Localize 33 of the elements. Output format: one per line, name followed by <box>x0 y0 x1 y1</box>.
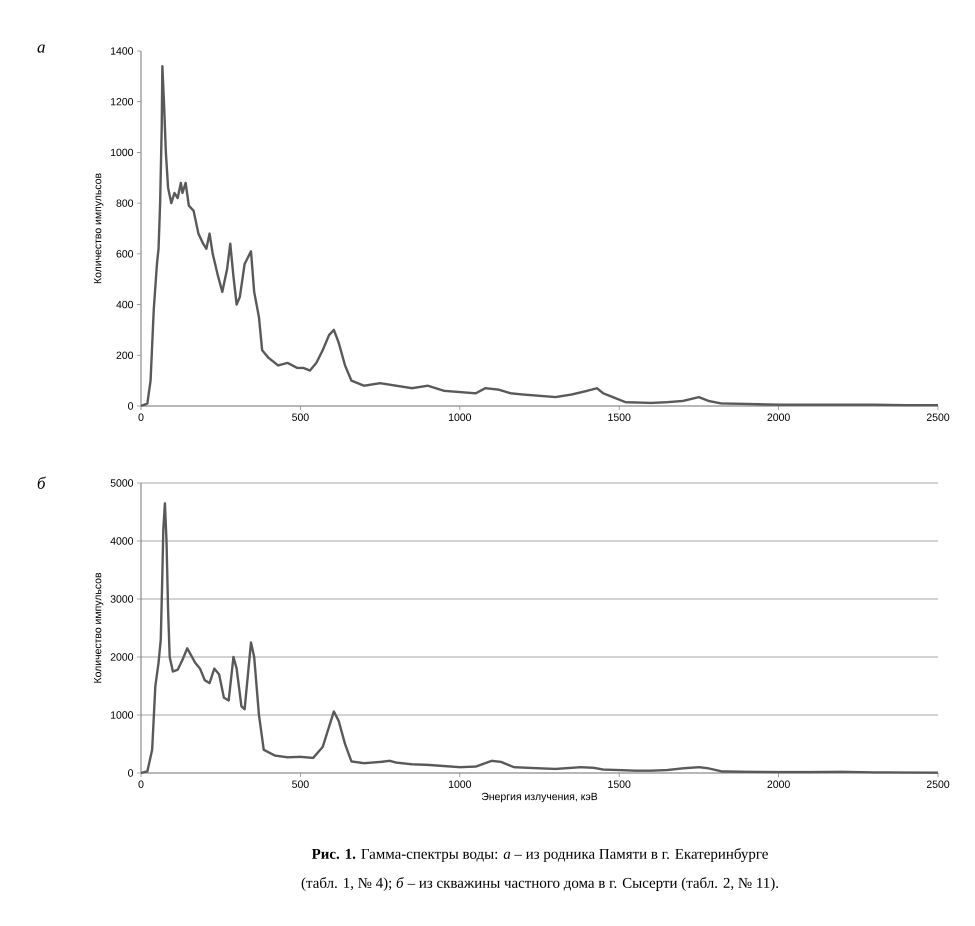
y-tick-label: 400 <box>116 300 134 308</box>
x-tick-label: 500 <box>292 780 309 788</box>
x-tick-label: 0 <box>138 780 144 788</box>
text: (табл. 1, № 4); б – из скважины частного дома в г. Сысерти (табл. 2, № 11). <box>302 877 778 891</box>
y-tick-label: 1000 <box>111 711 134 719</box>
y-tick-label: 2000 <box>110 653 134 661</box>
y-tick-label: 0 <box>128 402 134 410</box>
x-tick-label: 2000 <box>768 414 790 421</box>
y-axis-title: Количество импульсов <box>94 173 104 284</box>
y-tick-label: 4000 <box>110 537 134 545</box>
y-tick-label: 600 <box>116 250 134 258</box>
x-tick-label: 500 <box>292 414 309 421</box>
y-tick-label: 1000 <box>111 148 134 156</box>
y-tick-label: 200 <box>116 352 134 359</box>
y-tick-label: 1200 <box>111 98 134 106</box>
x-tick-label: 1500 <box>608 780 630 788</box>
x-tick-label: 2500 <box>926 780 950 788</box>
y-tick-label: 5000 <box>110 479 134 487</box>
y-tick-label: 1400 <box>111 47 134 55</box>
y-tick-label: 800 <box>116 199 134 207</box>
y-axis-title: Количество импульсов <box>94 572 104 683</box>
x-tick-label: 1000 <box>448 780 472 788</box>
text: Рис. 1. Гамма-спектры воды: а – из родника Памяти в г. Екатеринбурге <box>312 848 768 862</box>
x-axis-title: Энергия излучения, кэВ <box>482 792 598 802</box>
x-tick-label: 2000 <box>768 780 790 788</box>
x-tick-label: 1000 <box>448 414 472 421</box>
y-tick-label: 0 <box>128 769 134 777</box>
x-tick-label: 1500 <box>608 414 630 421</box>
y-tick-label: 3000 <box>110 595 134 603</box>
x-tick-label: 2500 <box>926 414 950 421</box>
chart-title: б <box>38 476 46 489</box>
chart-title: а <box>38 44 45 53</box>
x-tick-label: 0 <box>138 414 144 421</box>
